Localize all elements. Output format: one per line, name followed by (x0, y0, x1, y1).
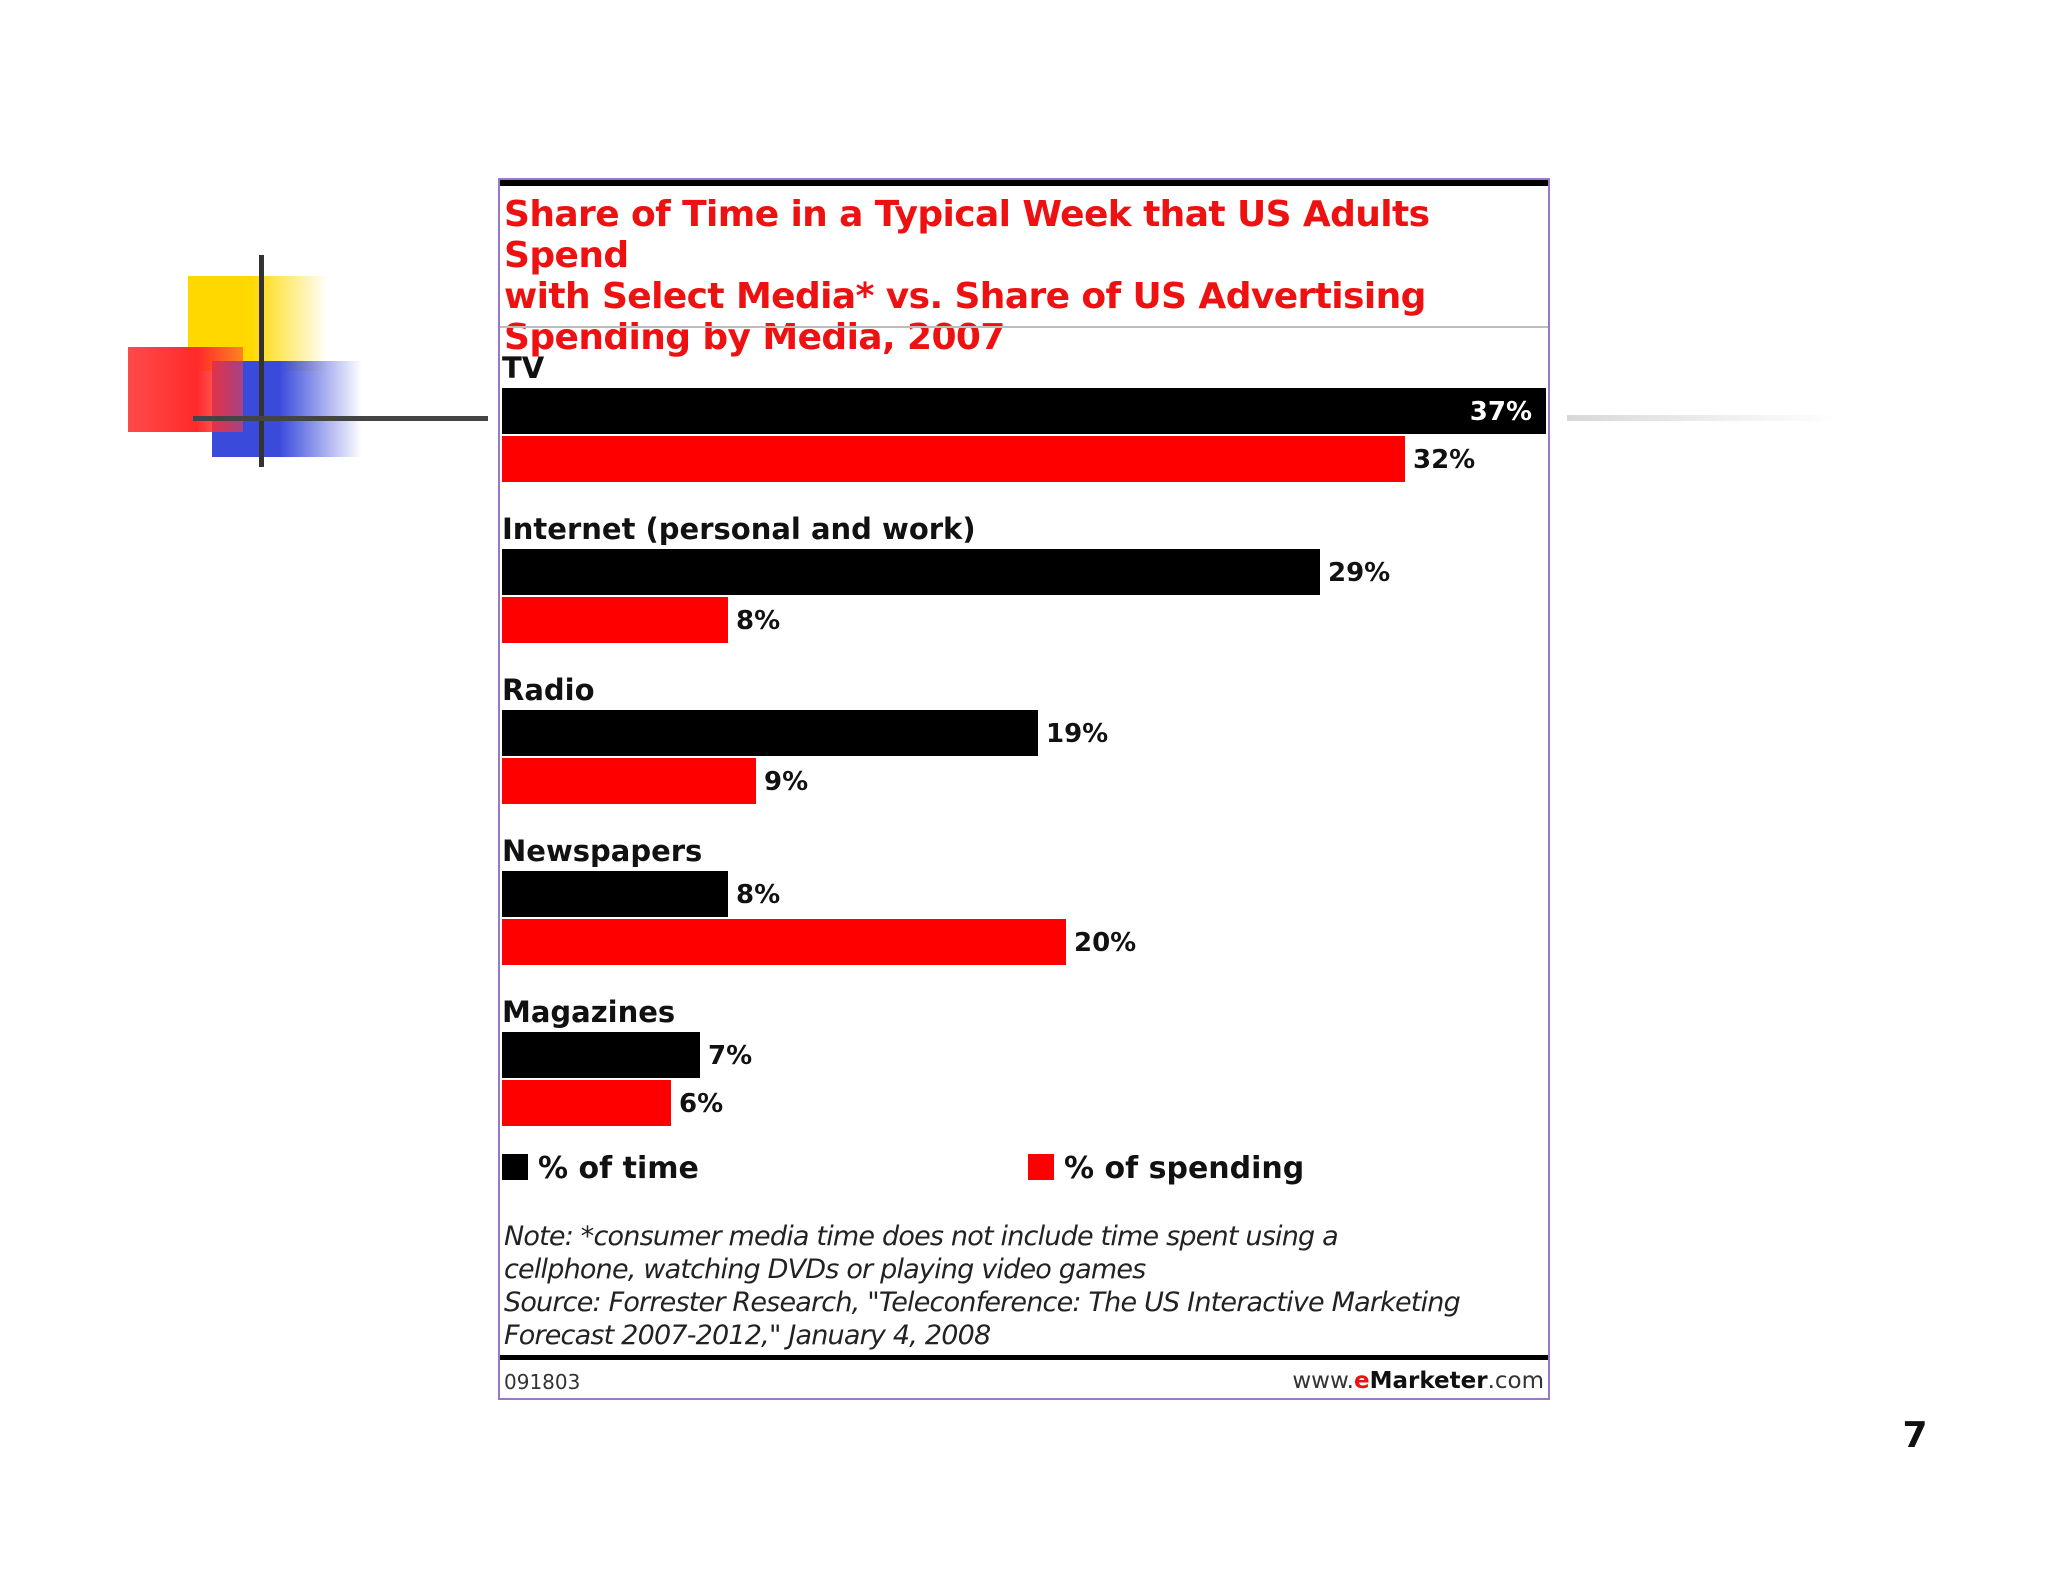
chart-id: 091803 (504, 1370, 581, 1394)
legend-label-time: % of time (538, 1151, 699, 1186)
value-label: 20% (1074, 928, 1136, 958)
url-suffix: .com (1487, 1368, 1544, 1394)
panel-top-bar (500, 180, 1548, 186)
title-divider (500, 326, 1548, 328)
value-label: 29% (1328, 558, 1390, 588)
decor-vertical-line (259, 255, 264, 467)
value-label: 19% (1046, 719, 1108, 749)
url-prefix: www. (1292, 1368, 1354, 1394)
value-label: 9% (764, 767, 808, 797)
url-brand: Marketer (1369, 1368, 1488, 1394)
note-line: Note: *consumer media time does not incl… (504, 1221, 1339, 1252)
note-line: cellphone, watching DVDs or playing vide… (504, 1254, 1146, 1285)
chart-notes: Note: *consumer media time does not incl… (504, 1220, 1544, 1352)
footer-divider (500, 1355, 1548, 1360)
category-label: Internet (personal and work) (502, 512, 976, 546)
value-label: 7% (708, 1041, 752, 1071)
category-label: Magazines (502, 995, 675, 1029)
time-bar (502, 388, 1546, 434)
spending-bar (502, 436, 1405, 482)
value-label: 8% (736, 606, 780, 636)
url-brand-e: e (1353, 1368, 1370, 1394)
time-bar (502, 871, 728, 917)
spending-bar (502, 597, 728, 643)
category-label: Radio (502, 673, 595, 707)
page-number: 7 (1902, 1415, 1928, 1456)
time-bar (502, 710, 1038, 756)
chart-title-line: Spending by Media, 2007 (504, 317, 1005, 358)
chart-title-line: with Select Media* vs. Share of US Adver… (504, 276, 1426, 317)
time-bar (502, 549, 1320, 595)
legend-swatch-time (502, 1154, 528, 1180)
value-label: 6% (679, 1089, 723, 1119)
source-url: www.eMarketer.com (1292, 1368, 1544, 1394)
source-line: Source: Forrester Research, "Teleconfere… (504, 1287, 1461, 1318)
bar-chart: TV 37% 32% Internet (personal and work) 29% 8… (502, 351, 1546, 1186)
time-bar (502, 1032, 700, 1078)
source-line: Forecast 2007-2012," January 4, 2008 (504, 1320, 991, 1351)
value-label: 8% (736, 880, 780, 910)
spending-bar (502, 1080, 671, 1126)
chart-panel: Share of Time in a Typical Week that US … (498, 178, 1550, 1400)
value-label: 37% (1470, 397, 1532, 427)
chart-title: Share of Time in a Typical Week that US … (504, 194, 1544, 358)
spending-bar (502, 758, 756, 804)
category-label: TV (502, 351, 545, 385)
spending-bar (502, 919, 1066, 965)
legend-swatch-spending (1028, 1154, 1054, 1180)
category-label: Newspapers (502, 834, 702, 868)
legend-label-spending: % of spending (1064, 1151, 1304, 1186)
decor-right-line (1567, 415, 1837, 421)
value-label: 32% (1413, 445, 1475, 475)
chart-title-line: Share of Time in a Typical Week that US … (504, 194, 1430, 276)
decor-horizontal-line (193, 416, 488, 421)
